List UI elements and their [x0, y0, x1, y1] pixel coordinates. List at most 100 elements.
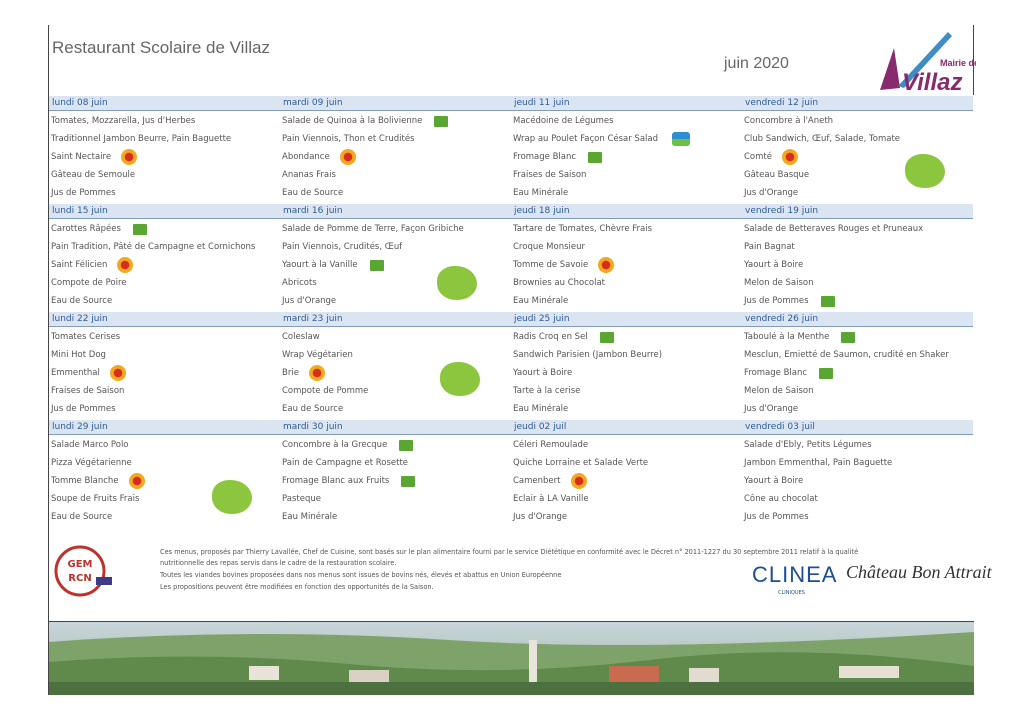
title: Restaurant Scolaire de Villaz	[52, 38, 270, 57]
menu-item: Tomme Blanche	[49, 473, 145, 489]
menu-item: Compote de Poire	[49, 276, 127, 290]
item-text: Pain Tradition, Pâté de Campagne et Corn…	[51, 242, 256, 252]
item-text: Pasteque	[282, 494, 321, 504]
item-text: Eau Minérale	[513, 404, 569, 414]
menu-item: Eau Minérale	[511, 186, 568, 200]
item-text: Tartare de Tomates, Chèvre Frais	[513, 224, 653, 234]
ab-badge	[599, 331, 614, 343]
menu-item: Jus d'Orange	[511, 510, 567, 524]
day-header: mardi 30 juin	[280, 420, 511, 435]
menu-item: Pain de Campagne et Rosette	[280, 456, 408, 470]
menu-item: Gâteau Basque	[742, 168, 809, 182]
menu-item: Saint Félicien	[49, 257, 134, 273]
item-text: Quiche Lorraine et Salade Verte	[513, 458, 649, 468]
item-text: Yaourt à Boire	[513, 368, 573, 378]
aop-badge	[598, 257, 615, 273]
item-text: Soupe de Fruits Frais	[51, 494, 140, 504]
item-text: Jus d'Orange	[282, 296, 337, 306]
item-text: Carottes Râpées	[51, 224, 121, 234]
item-text: Salade d'Ebly, Petits Légumes	[744, 440, 872, 450]
menu-item: Emmenthal	[49, 365, 126, 381]
ab-badge	[434, 115, 449, 127]
item-text: Eau Minérale	[513, 188, 569, 198]
menu-item: Melon de Saison	[742, 384, 814, 398]
menu-item: Concombre à l'Aneth	[742, 114, 833, 128]
aop-badge	[109, 365, 126, 381]
menu-item: Tomme de Savoie	[511, 257, 615, 273]
item-text: Céleri Remoulade	[513, 440, 589, 450]
menu-item: Tarte à la cerise	[511, 384, 580, 398]
menu-item: Céleri Remoulade	[511, 438, 588, 452]
day-header: vendredi 12 juin	[742, 96, 973, 111]
item-text: Eau Minérale	[282, 512, 338, 522]
item-text: Pain Bagnat	[744, 242, 795, 252]
veg-badge	[212, 480, 252, 514]
day-header: jeudi 02 juil	[511, 420, 742, 435]
item-text: Ananas Frais	[282, 170, 336, 180]
menu-item: Pizza Végétarienne	[49, 456, 132, 470]
item-text: Pizza Végétarienne	[51, 458, 132, 468]
menu-item: Yaourt à Boire	[511, 366, 572, 380]
menu-item: Club Sandwich, Œuf, Salade, Tomate	[742, 132, 900, 146]
item-text: Eclair à LA Vanille	[513, 494, 589, 504]
menu-item: Traditionnel Jambon Beurre, Pain Baguett…	[49, 132, 231, 146]
menu-item: Pain Viennois, Crudités, Œuf	[280, 240, 402, 254]
item-text: Gâteau de Semoule	[51, 170, 136, 180]
menu-item: Mini Hot Dog	[49, 348, 106, 362]
menu-item: Salade Marco Polo	[49, 438, 129, 452]
item-text: Saint Nectaire	[51, 152, 112, 162]
aop-badge	[128, 473, 145, 489]
menu-item: Concombre à la Grecque	[280, 438, 414, 452]
day-header: lundi 22 juin	[49, 312, 280, 327]
aop-badge	[117, 257, 134, 273]
menu-item: Jus de Pommes	[742, 294, 835, 308]
menu-item: Tomates Cerises	[49, 330, 120, 344]
menu-item: Fraises de Saison	[49, 384, 124, 398]
item-text: Radis Croq en Sel	[513, 332, 588, 342]
logo-clinea: CLINEA	[752, 562, 838, 587]
day-header: vendredi 03 juil	[742, 420, 973, 435]
item-text: Wrap Végétarien	[282, 350, 353, 360]
item-text: Compote de Poire	[51, 278, 127, 288]
aop-badge	[308, 365, 325, 381]
period: juin 2020	[724, 55, 789, 72]
item-text: Brie	[282, 368, 299, 378]
item-text: Sandwich Parisien (Jambon Beurre)	[513, 350, 663, 360]
item-text: Brownies au Chocolat	[513, 278, 605, 288]
menu-item: Radis Croq en Sel	[511, 330, 614, 344]
logo-clinea-sub: CLINIQUES	[778, 590, 805, 596]
menu-item: Eau Minérale	[511, 402, 568, 416]
ab-badge	[841, 331, 856, 343]
item-text: Wrap au Poulet Façon César Salad	[513, 134, 659, 144]
item-text: Fraises de Saison	[513, 170, 587, 180]
menu-item: Salade de Quinoa à la Bolivienne	[280, 114, 449, 128]
item-text: Salade de Betteraves Rouges et Pruneaux	[744, 224, 924, 234]
item-text: Jus de Pommes	[51, 188, 116, 198]
menu-item: Comté	[742, 149, 798, 165]
day-header: vendredi 19 juin	[742, 204, 973, 219]
logo-gem: GEM RCN	[54, 545, 112, 597]
day-header: jeudi 25 juin	[511, 312, 742, 327]
item-text: Pain de Campagne et Rosette	[282, 458, 409, 468]
menu-item: Tartare de Tomates, Chèvre Frais	[511, 222, 652, 236]
item-text: Cône au chocolat	[744, 494, 818, 504]
right-border	[973, 25, 974, 95]
menu-item: Jus de Pommes	[49, 186, 116, 200]
menu-item: Cône au chocolat	[742, 492, 818, 506]
item-text: Pain Viennois, Crudités, Œuf	[282, 242, 403, 252]
item-text: Yaourt à Boire	[744, 260, 804, 270]
item-text: Emmenthal	[51, 368, 100, 378]
menu-item: Pain Tradition, Pâté de Campagne et Corn…	[49, 240, 255, 254]
logo-chateau: Château Bon Attrait	[846, 562, 992, 582]
item-text: Jus de Pommes	[744, 512, 809, 522]
menu-item: Brie	[280, 365, 325, 381]
ab-badge	[588, 151, 603, 163]
item-text: Tomme Blanche	[51, 476, 119, 486]
menu-item: Eau de Source	[280, 186, 343, 200]
item-text: Jus d'Orange	[744, 404, 799, 414]
menu-item: Coleslaw	[280, 330, 320, 344]
item-text: Abondance	[282, 152, 330, 162]
item-text: Melon de Saison	[744, 278, 814, 288]
item-text: Saint Félicien	[51, 260, 108, 270]
menu-item: Sandwich Parisien (Jambon Beurre)	[511, 348, 662, 362]
